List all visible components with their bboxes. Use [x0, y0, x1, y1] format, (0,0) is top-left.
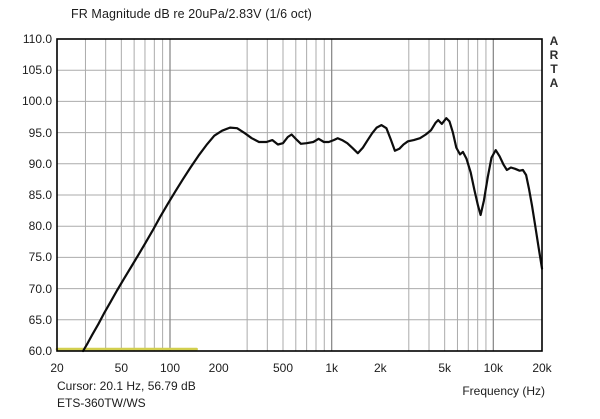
x-tick-label: 20k [532, 361, 552, 375]
x-tick-label: 20 [50, 361, 64, 375]
x-tick-label: 500 [272, 361, 294, 375]
y-tick-label: 80.0 [28, 219, 52, 234]
y-tick-label: 65.0 [28, 312, 52, 327]
x-tick-label: 2k [373, 361, 387, 375]
y-tick-label: 110.0 [22, 32, 52, 46]
cursor-readout: Cursor: 20.1 Hz, 56.79 dB [57, 379, 196, 393]
y-tick-label: 105.0 [21, 63, 52, 78]
x-axis-title: Frequency (Hz) [462, 384, 545, 398]
overlay-name-label: ETS-360TW/WS [57, 396, 146, 410]
y-tick-label: 90.0 [28, 156, 52, 171]
x-tick-label: 200 [208, 361, 229, 375]
y-tick-label: 75.0 [28, 250, 52, 265]
y-tick-label: 95.0 [28, 125, 52, 140]
y-tick-label: 100.0 [21, 94, 52, 109]
x-tick-label: 100 [159, 361, 181, 375]
y-tick-label: 60.0 [28, 344, 52, 358]
chart-title: FR Magnitude dB re 20uPa/2.83V (1/6 oct) [71, 7, 312, 21]
y-tick-label: 85.0 [28, 188, 52, 202]
x-tick-label: 50 [114, 361, 128, 375]
x-tick-label: 1k [325, 361, 338, 375]
x-tick-label: 5k [438, 361, 451, 375]
y-tick-label: 70.0 [28, 281, 52, 296]
x-tick-label: 10k [483, 361, 503, 375]
magnitude-curve [81, 117, 544, 353]
